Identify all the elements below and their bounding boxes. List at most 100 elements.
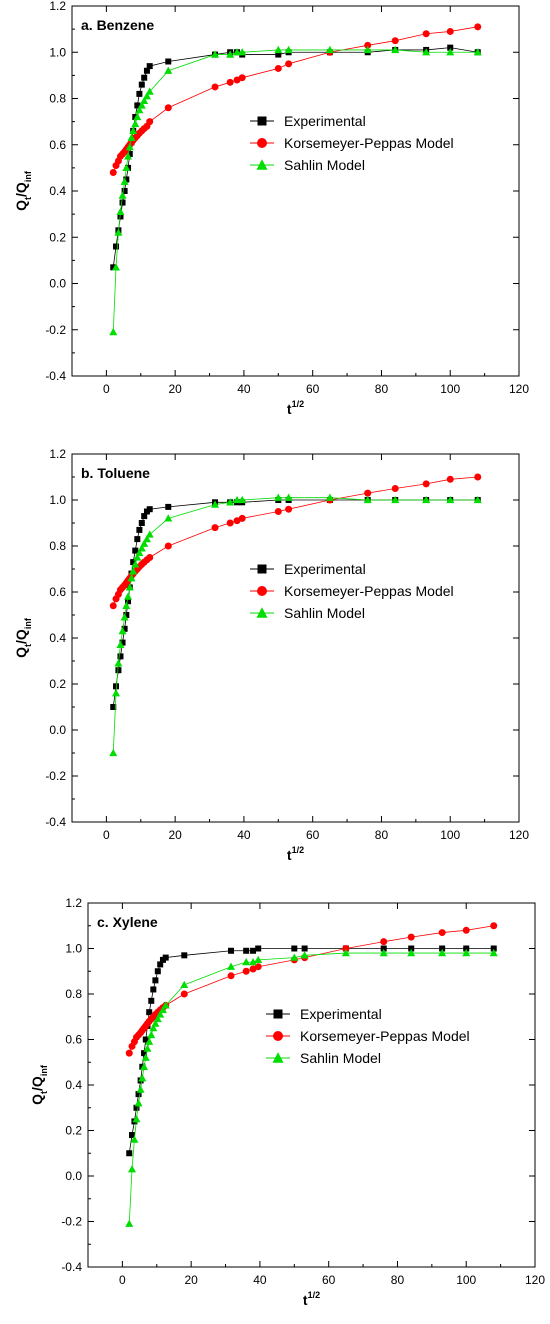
data-point bbox=[165, 503, 172, 510]
data-point bbox=[147, 1030, 156, 1039]
data-point bbox=[149, 1023, 158, 1032]
data-point bbox=[141, 1053, 150, 1061]
data-point bbox=[110, 704, 117, 710]
y-tick-label: 0.8 bbox=[65, 987, 82, 1001]
data-point bbox=[391, 495, 400, 504]
x-axis-label: t1/2 bbox=[287, 845, 304, 863]
x-tick-label: 120 bbox=[525, 1273, 545, 1287]
data-point bbox=[380, 945, 387, 952]
legend-label: Sahlin Model bbox=[284, 605, 365, 621]
data-point bbox=[122, 163, 131, 172]
data-point bbox=[363, 495, 372, 504]
data-point bbox=[153, 1014, 162, 1023]
data-point bbox=[238, 48, 247, 56]
data-point bbox=[164, 104, 172, 112]
series-line bbox=[112, 497, 478, 754]
data-point bbox=[120, 177, 129, 185]
data-point bbox=[152, 977, 159, 984]
data-point bbox=[226, 50, 235, 58]
data-point bbox=[473, 495, 482, 504]
data-point bbox=[284, 45, 293, 54]
x-tick-label: 20 bbox=[168, 828, 182, 842]
x-axis-label-main: t bbox=[287, 401, 292, 417]
data-point bbox=[422, 48, 431, 56]
legend-label: Experimental bbox=[284, 561, 366, 577]
legend-marker bbox=[257, 116, 267, 126]
data-point bbox=[489, 948, 498, 957]
data-point bbox=[422, 480, 430, 488]
data-point bbox=[161, 1001, 170, 1009]
data-point bbox=[140, 539, 149, 547]
legend-marker bbox=[257, 138, 267, 148]
data-point bbox=[422, 495, 431, 504]
series-3 bbox=[125, 948, 498, 1227]
data-point bbox=[233, 495, 242, 504]
panel-title: b. Toluene bbox=[81, 465, 150, 481]
x-tick-label: 20 bbox=[184, 1273, 198, 1287]
data-point bbox=[122, 601, 131, 609]
y-tick-label: 0.4 bbox=[49, 184, 66, 198]
data-point bbox=[439, 945, 446, 952]
data-point bbox=[112, 689, 121, 697]
x-tick-label: 120 bbox=[509, 828, 529, 842]
y-tick-label: 1.0 bbox=[65, 942, 82, 956]
data-point bbox=[211, 50, 220, 58]
data-point bbox=[140, 96, 149, 104]
y-tick-label: 0.8 bbox=[49, 539, 66, 553]
data-point bbox=[135, 548, 144, 557]
data-point bbox=[143, 67, 150, 74]
data-point bbox=[462, 926, 470, 934]
y-tick-label: 1.0 bbox=[49, 493, 66, 507]
legend-label: Korsemeyer-Peppas Model bbox=[284, 135, 454, 151]
data-point bbox=[146, 63, 153, 70]
data-point bbox=[291, 945, 298, 952]
legend-marker bbox=[256, 607, 268, 618]
data-point bbox=[129, 567, 138, 575]
series-3 bbox=[109, 493, 482, 757]
data-point bbox=[274, 493, 283, 501]
data-point bbox=[134, 102, 141, 109]
data-point bbox=[238, 495, 247, 504]
y-tick-label: -0.4 bbox=[45, 369, 66, 383]
y-tick-label: 0.0 bbox=[65, 1169, 82, 1183]
y-tick-label: 1.2 bbox=[49, 447, 66, 461]
data-point bbox=[446, 475, 454, 483]
data-point bbox=[157, 961, 164, 968]
data-point bbox=[446, 495, 455, 504]
data-point bbox=[145, 530, 154, 538]
chart-panel: 0 20 40 60 80 100 120 -0.4 -0.2 0.0 0.2 0.4 0.6 0.8 1.… bbox=[13, 0, 529, 417]
y-axis-label-sub2: inf bbox=[23, 170, 33, 182]
data-point bbox=[151, 1019, 160, 1027]
x-tick-label: 40 bbox=[253, 1273, 267, 1287]
y-axis-label-q1: Q bbox=[13, 647, 29, 658]
data-point bbox=[124, 592, 133, 600]
data-point bbox=[124, 152, 133, 160]
data-point bbox=[146, 554, 154, 561]
legend: Experimental Korsemeyer-Peppas Model Sahli… bbox=[266, 1006, 470, 1066]
y-axis-label-mid: /Q bbox=[13, 629, 29, 644]
data-point bbox=[146, 1009, 153, 1016]
data-point bbox=[134, 1099, 143, 1107]
panel-title: a. Benzene bbox=[81, 17, 154, 33]
x-tick-label: 60 bbox=[322, 1273, 336, 1287]
x-tick-label: 100 bbox=[440, 828, 460, 842]
data-point bbox=[342, 945, 350, 952]
data-point bbox=[422, 30, 430, 38]
legend-label: Experimental bbox=[300, 1006, 382, 1022]
data-point bbox=[391, 37, 399, 45]
data-point bbox=[113, 683, 120, 690]
data-point bbox=[446, 48, 455, 56]
data-point bbox=[226, 519, 234, 527]
data-point bbox=[120, 613, 129, 621]
y-axis-label-mid: /Q bbox=[29, 1076, 45, 1091]
x-tick-label: 40 bbox=[237, 828, 251, 842]
data-point bbox=[228, 947, 235, 954]
y-axis-label-sub2: inf bbox=[39, 1064, 49, 1076]
y-tick-label: -0.4 bbox=[61, 1260, 82, 1274]
panel-title: c. Xylene bbox=[97, 914, 158, 930]
data-point bbox=[109, 169, 117, 176]
data-point bbox=[118, 191, 127, 199]
data-point bbox=[113, 243, 120, 250]
x-axis-label-main: t bbox=[303, 1292, 308, 1308]
legend: Experimental Korsemeyer-Peppas Model Sahli… bbox=[250, 561, 454, 621]
